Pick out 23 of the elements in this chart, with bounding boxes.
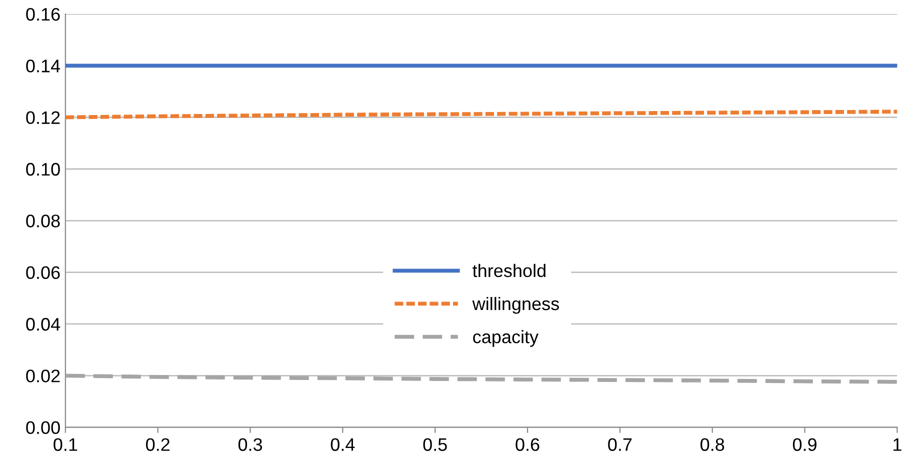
y-tick-label: 0.12 xyxy=(26,111,60,124)
y-tick-label: 0.06 xyxy=(26,266,60,280)
legend-label: threshold xyxy=(472,264,546,278)
x-tick-label: 0.4 xyxy=(330,438,355,451)
x-tick-label: 0.6 xyxy=(516,438,540,451)
y-tick-label: 0.10 xyxy=(26,162,60,176)
x-tick-label: 1 xyxy=(894,438,902,451)
y-tick-label: 0.00 xyxy=(26,421,60,434)
y-tick-label: 0.02 xyxy=(26,370,60,382)
x-tick-label: 0.7 xyxy=(608,438,632,451)
x-tick-label: 0.8 xyxy=(700,438,724,451)
y-tick-label: 0.14 xyxy=(26,60,60,72)
x-tick-label: 0.5 xyxy=(423,438,447,451)
line-series xyxy=(65,374,898,384)
legend-label: willingness xyxy=(472,296,559,314)
x-tick-label: 0.9 xyxy=(792,438,816,451)
x-tick-label: 0.1 xyxy=(54,438,78,451)
x-tick-label: 0.2 xyxy=(146,438,170,451)
x-tick-label: 0.3 xyxy=(238,438,262,451)
y-tick-label: 0.08 xyxy=(26,214,60,228)
legend-label: capacity xyxy=(473,330,539,347)
y-tick-label: 0.04 xyxy=(26,318,60,331)
y-tick-label: 0.16 xyxy=(26,8,60,21)
